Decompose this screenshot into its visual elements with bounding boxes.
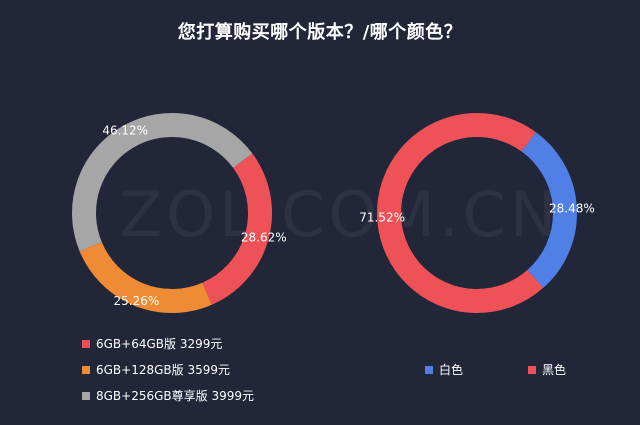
donut-slice-1-0 (521, 132, 577, 288)
legend-swatch (425, 365, 433, 374)
slice-value-label-0-0: 28.62% (241, 231, 287, 245)
watermark: ZOL.COM.CN (119, 178, 561, 251)
donut-slice-0-2 (72, 113, 253, 252)
legend-label: 白色 (439, 363, 464, 377)
donut-slice-0-0 (201, 153, 272, 305)
chart-title: 您打算购买哪个版本？/哪个颜色？ (177, 22, 463, 43)
legend-item-black: 黑色 (528, 361, 566, 378)
slice-value-label-0-1: 25.26% (114, 294, 160, 308)
legend-swatch (82, 339, 90, 348)
legend-swatch (82, 391, 90, 400)
legend-label: 6GB+128GB版 3599元 (96, 363, 231, 377)
legend-item-white: 白色 (425, 361, 463, 378)
legend-item-6gb-64gb: 6GB+64GB版 3299元 (82, 335, 222, 352)
legend-swatch (528, 365, 536, 374)
legend-item-6gb-128gb: 6GB+128GB版 3599元 (82, 361, 230, 378)
slice-value-label-0-2: 46.12% (102, 123, 148, 137)
donut-slice-1-1 (377, 113, 544, 313)
legend-label: 黑色 (542, 363, 567, 377)
slice-value-label-1-1: 71.52% (359, 211, 405, 225)
legend-item-8gb-256gb: 8GB+256GB尊享版 3999元 (82, 387, 254, 404)
legend-label: 6GB+64GB版 3299元 (96, 337, 223, 351)
legend-swatch (82, 365, 90, 374)
slice-value-label-1-0: 28.48% (549, 201, 595, 215)
donut-slice-0-1 (79, 241, 212, 313)
legend-label: 8GB+256GB尊享版 3999元 (96, 389, 255, 403)
